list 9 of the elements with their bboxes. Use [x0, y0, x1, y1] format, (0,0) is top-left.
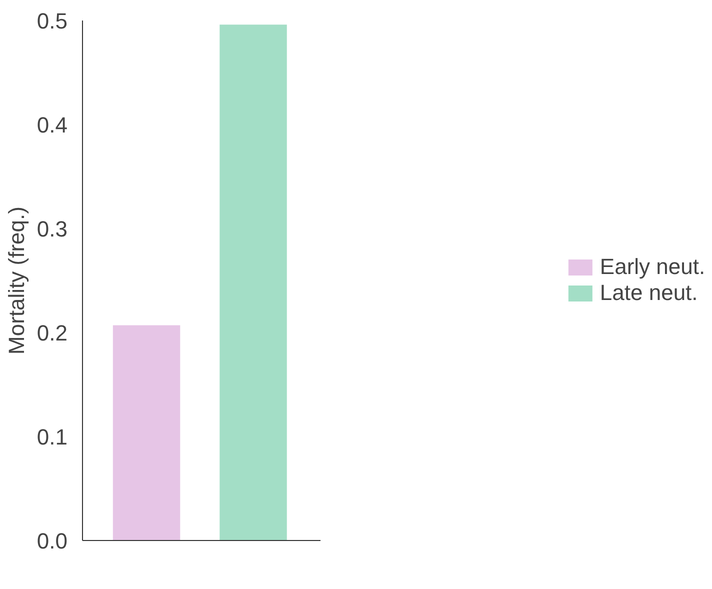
legend-label: Late neut.: [600, 280, 698, 306]
legend-label: Early neut.: [600, 254, 706, 280]
y-tick-label: 0.4: [36, 112, 68, 138]
y-tick-label: 0.5: [36, 8, 68, 34]
y-tick-label: 0.1: [36, 424, 68, 450]
y-tick-label: 0.0: [36, 528, 68, 554]
y-axis-title: Mortality (freq.): [4, 206, 29, 354]
y-tick-label: 0.2: [36, 320, 68, 346]
y-tick-label: 0.3: [36, 216, 68, 242]
